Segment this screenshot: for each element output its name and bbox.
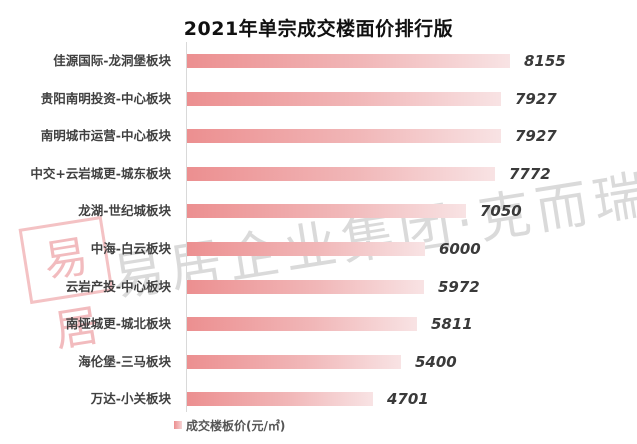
bar-row: 中交+云岩城更-城东板块 7772	[0, 164, 637, 184]
bar	[187, 279, 424, 294]
bar	[187, 129, 501, 144]
legend-label: 成交楼板价(元/㎡)	[186, 418, 286, 433]
category-label: 贵阳南明投资-中心板块	[40, 90, 171, 106]
bar	[187, 166, 495, 181]
value-label: 5400	[415, 352, 457, 371]
bar-row: 云岩产投-中心板块 5972	[0, 277, 637, 297]
bar	[187, 91, 501, 106]
bar-row: 中海-白云板块 6000	[0, 239, 637, 259]
legend: 成交楼板价(元/㎡)	[174, 417, 285, 433]
legend-swatch-icon	[174, 421, 182, 429]
value-label: 8155	[524, 52, 566, 70]
bar-row: 南垭城更-城北板块 5811	[0, 314, 637, 334]
value-label: 7050	[480, 202, 522, 221]
category-label: 中交+云岩城更-城东板块	[30, 165, 171, 181]
bar-row: 贵阳南明投资-中心板块 7927	[0, 89, 637, 109]
chart-title: 2021年单宗成交楼面价排行版	[183, 18, 454, 40]
bar	[187, 204, 466, 219]
value-label: 7927	[515, 89, 557, 108]
value-label: 5811	[431, 315, 473, 334]
category-axis-line	[186, 42, 187, 412]
category-label: 南明城市运营-中心板块	[40, 128, 171, 144]
value-label: 7772	[509, 164, 551, 183]
category-label: 云岩产投-中心板块	[65, 278, 171, 294]
bar-row: 万达-小关板块 4701	[0, 389, 637, 409]
bar-row: 南明城市运营-中心板块 7927	[0, 126, 637, 146]
category-label: 中海-白云板块	[90, 241, 171, 256]
bar	[187, 392, 373, 407]
category-label: 佳源国际-龙洞堡板块	[53, 53, 171, 68]
bar	[187, 242, 425, 256]
bar	[187, 354, 401, 369]
value-label: 6000	[439, 240, 481, 258]
category-label: 龙湖-世纪城板块	[78, 203, 171, 219]
bar	[187, 54, 510, 68]
category-label: 南垭城更-城北板块	[65, 316, 171, 332]
category-label: 海伦堡-三马板块	[78, 353, 171, 369]
bar	[187, 317, 417, 332]
bar-row: 海伦堡-三马板块 5400	[0, 352, 637, 372]
bar-row: 龙湖-世纪城板块 7050	[0, 201, 637, 221]
category-label: 万达-小关板块	[90, 391, 171, 407]
value-label: 5972	[438, 277, 480, 296]
value-label: 4701	[387, 390, 429, 409]
value-label: 7927	[515, 127, 557, 146]
bar-row: 佳源国际-龙洞堡板块 8155	[0, 51, 637, 71]
